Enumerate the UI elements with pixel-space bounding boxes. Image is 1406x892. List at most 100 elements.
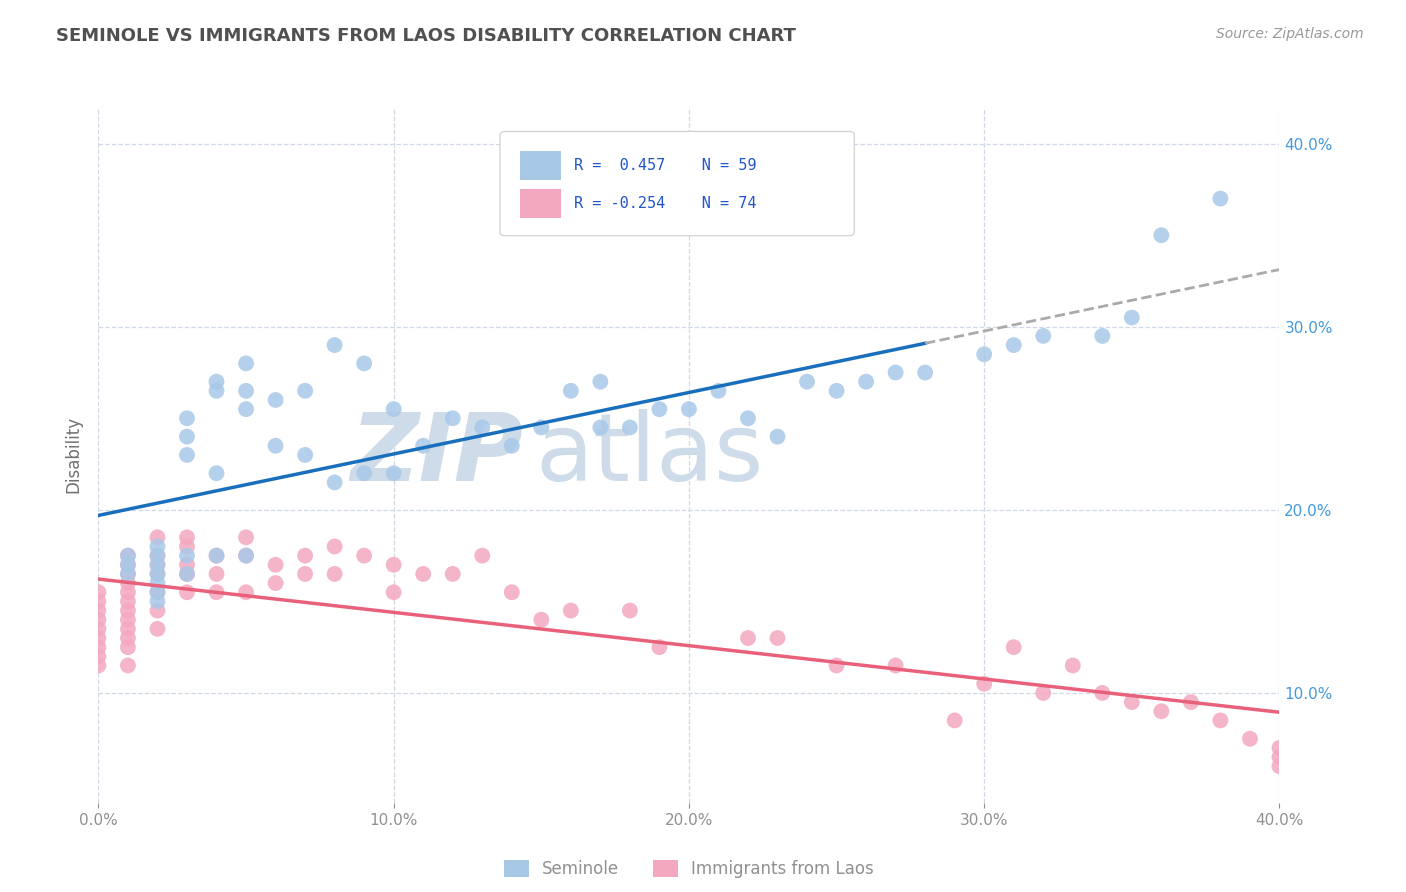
Point	[176, 566, 198, 581]
Point	[117, 558, 139, 572]
Point	[176, 411, 198, 425]
Point	[117, 549, 139, 563]
Point	[146, 585, 169, 599]
Point	[1268, 740, 1291, 755]
Point	[589, 375, 612, 389]
Point	[235, 585, 257, 599]
Point	[1121, 310, 1143, 325]
Point	[382, 467, 405, 481]
Point	[353, 356, 375, 370]
Point	[146, 558, 169, 572]
Point	[796, 375, 818, 389]
Point	[1032, 329, 1054, 343]
Point	[146, 540, 169, 554]
Point	[87, 631, 110, 645]
Point	[825, 384, 848, 398]
Point	[501, 439, 523, 453]
Point	[766, 429, 789, 443]
Point	[235, 384, 257, 398]
Point	[648, 402, 671, 417]
Point	[87, 658, 110, 673]
Point	[382, 402, 405, 417]
Point	[1209, 714, 1232, 728]
Point	[1091, 686, 1114, 700]
Point	[176, 448, 198, 462]
Point	[501, 585, 523, 599]
Point	[1150, 704, 1173, 718]
Point	[382, 558, 405, 572]
Point	[87, 640, 110, 655]
Point	[1268, 759, 1291, 773]
Point	[1209, 192, 1232, 206]
Point	[1150, 228, 1173, 243]
Point	[530, 420, 553, 434]
Point	[146, 603, 169, 617]
Point	[117, 558, 139, 572]
FancyBboxPatch shape	[520, 189, 561, 219]
Point	[146, 576, 169, 591]
Y-axis label: Disability: Disability	[65, 417, 83, 493]
Point	[441, 411, 464, 425]
Text: Source: ZipAtlas.com: Source: ZipAtlas.com	[1216, 27, 1364, 41]
Point	[707, 384, 730, 398]
Point	[87, 585, 110, 599]
Point	[205, 467, 228, 481]
Point	[943, 714, 966, 728]
Point	[1180, 695, 1202, 709]
Point	[117, 658, 139, 673]
Point	[146, 585, 169, 599]
Point	[87, 603, 110, 617]
Point	[146, 566, 169, 581]
Point	[205, 375, 228, 389]
Point	[884, 366, 907, 380]
Point	[205, 585, 228, 599]
Point	[737, 631, 759, 645]
Point	[1032, 686, 1054, 700]
Text: ZIP: ZIP	[350, 409, 523, 501]
Point	[176, 585, 198, 599]
Point	[117, 603, 139, 617]
Point	[973, 677, 995, 691]
Point	[235, 549, 257, 563]
Point	[205, 384, 228, 398]
Point	[678, 402, 700, 417]
Point	[176, 566, 198, 581]
Point	[117, 585, 139, 599]
Point	[117, 566, 139, 581]
Point	[176, 549, 198, 563]
Point	[117, 566, 139, 581]
Point	[146, 558, 169, 572]
Point	[294, 384, 316, 398]
Point	[855, 375, 877, 389]
Point	[323, 540, 346, 554]
Point	[205, 566, 228, 581]
Point	[205, 549, 228, 563]
Point	[205, 549, 228, 563]
Point	[1062, 658, 1084, 673]
Point	[1091, 329, 1114, 343]
Point	[884, 658, 907, 673]
Point	[737, 411, 759, 425]
Point	[235, 402, 257, 417]
Point	[353, 467, 375, 481]
Point	[117, 622, 139, 636]
Point	[382, 585, 405, 599]
Point	[825, 658, 848, 673]
FancyBboxPatch shape	[501, 131, 855, 235]
Point	[530, 613, 553, 627]
Point	[264, 439, 287, 453]
Point	[87, 613, 110, 627]
Point	[412, 566, 434, 581]
Point	[235, 549, 257, 563]
Point	[294, 448, 316, 462]
Point	[264, 558, 287, 572]
Point	[176, 540, 198, 554]
Text: atlas: atlas	[536, 409, 763, 501]
Point	[264, 576, 287, 591]
Point	[117, 594, 139, 608]
Point	[589, 420, 612, 434]
Point	[766, 631, 789, 645]
Point	[441, 566, 464, 581]
Point	[619, 420, 641, 434]
Text: SEMINOLE VS IMMIGRANTS FROM LAOS DISABILITY CORRELATION CHART: SEMINOLE VS IMMIGRANTS FROM LAOS DISABIL…	[56, 27, 796, 45]
